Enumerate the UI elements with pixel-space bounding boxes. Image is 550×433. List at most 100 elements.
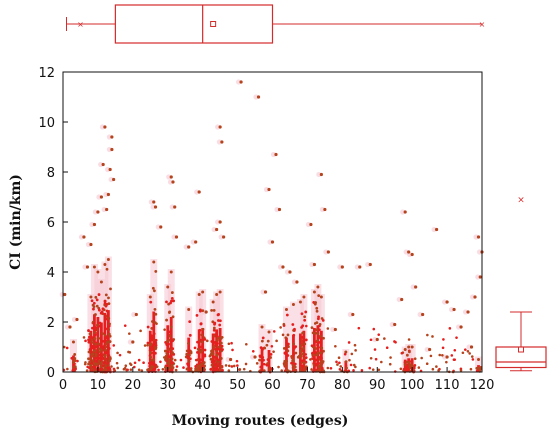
scatter-point [417,366,421,369]
outlier-halo-71 [473,234,479,240]
scatter-point [425,362,429,366]
scatter-point [100,367,104,371]
outlier-halo-8 [96,194,102,200]
column-point [219,357,223,360]
plot-frame [62,71,483,373]
scatter-point [291,357,295,361]
scatter-point [175,365,179,368]
column-point [152,362,156,366]
outlier-point-46 [295,280,299,284]
column-top-point-10 [169,270,173,274]
outlier-halo-5 [85,241,92,248]
scatter-point [210,352,213,355]
scatter-point [313,322,317,325]
column-point [316,349,320,353]
scatter-point [349,363,353,367]
x-tick-label-120: 120 [470,378,495,393]
scatter-point [143,344,147,347]
scatter-point [115,361,119,365]
scatter-point [354,349,357,352]
outlier-halo-34 [218,234,224,240]
outlier-halo-73 [475,274,481,280]
column-point [286,342,290,346]
outlier-halo-57 [372,336,378,343]
scatter-point [137,368,141,372]
column-point [109,287,112,291]
column-point [70,356,74,360]
column-point [154,341,158,345]
outlier-halo-72 [476,249,483,255]
column-point [148,343,152,347]
column-point [103,301,107,305]
outlier-halo-9 [99,124,105,130]
top-marker-right: × [479,20,486,29]
column-point [92,305,96,309]
column-point [107,324,111,328]
scatter-point [100,352,103,356]
column-point [314,358,318,362]
column-point [301,352,305,356]
column-core-23 [313,328,316,372]
scatter-point [316,351,320,355]
scatter-point [227,369,231,372]
column-point [94,328,97,332]
column-point [209,357,213,361]
column-point [105,327,109,331]
column-point [167,338,171,342]
scatter-point [87,350,91,354]
outlier-point-60 [403,210,407,214]
outlier-point-21 [159,225,163,229]
column-point [283,352,287,355]
scatter-point [230,341,233,345]
scatter-point [128,362,132,365]
scatter-point [112,344,116,347]
column-point [105,336,108,340]
scatter-point [385,346,389,349]
scatter-point [429,354,433,358]
scatter-point [459,369,463,372]
column-point [292,333,296,337]
column-point [168,334,172,338]
outlier-point-61 [407,250,411,254]
scatter-point [314,351,317,354]
outlier-halo-63 [410,284,416,290]
outlier-halo-24 [169,204,175,210]
x-tick-label-20: 20 [125,378,142,393]
outlier-point-11 [106,192,110,197]
scatter-point [299,348,303,352]
column-point [314,347,317,350]
outlier-point-9 [103,125,107,129]
column-point [317,345,320,349]
column-point [164,354,168,358]
column-point [97,293,101,296]
scatter-point [92,322,96,325]
column-point [198,328,202,332]
outlier-point-69 [466,310,470,314]
scatter-point [155,322,158,325]
column-point [108,356,112,359]
column-top-point-7 [148,295,152,299]
scatter-point [399,367,403,371]
scatter-point [179,358,183,362]
column-point [94,345,97,349]
column-point [322,336,325,340]
column-point [92,307,95,311]
column-point [303,318,307,322]
scatter-point [360,369,364,372]
column-point [198,358,202,362]
column-point [150,365,153,369]
column-point [152,358,156,362]
column-top-point-26 [344,350,348,354]
outlier-halo-10 [101,206,107,213]
column-point [203,348,207,352]
outlier-point-56 [368,262,372,267]
outlier-halo-66 [441,299,448,305]
x-tick-label-80: 80 [334,378,351,393]
scatter-point [127,350,130,354]
column-point [90,336,94,339]
outlier-point-44 [281,265,285,269]
column-point [103,354,107,358]
column-point [258,355,262,358]
column-point [108,359,111,363]
scatter-point [438,353,442,357]
